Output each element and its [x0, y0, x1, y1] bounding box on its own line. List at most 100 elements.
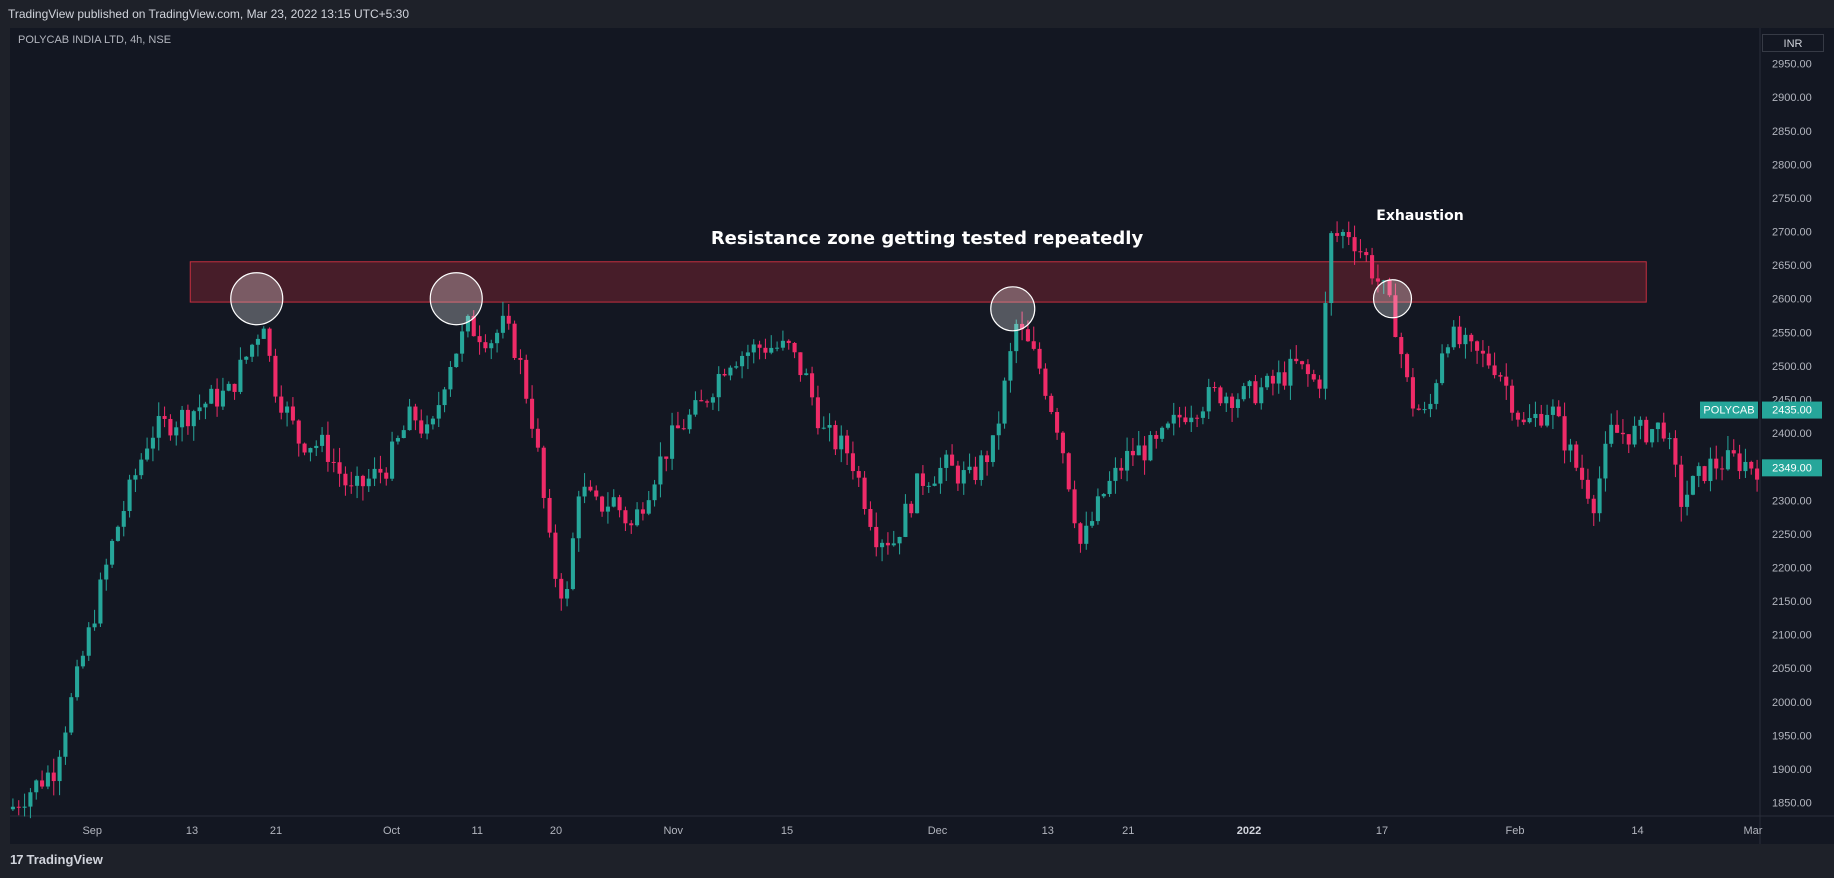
candle-body: [390, 441, 395, 479]
candle-body: [51, 772, 56, 782]
candle-body: [1340, 231, 1345, 236]
test-circle[interactable]: [990, 286, 1036, 332]
candle-body: [745, 352, 750, 356]
candle-body: [1638, 419, 1643, 426]
candle-body: [495, 332, 500, 344]
y-tick-label: 1950.00: [1772, 730, 1812, 742]
candle-body: [728, 367, 733, 376]
candle-body: [40, 780, 45, 787]
resistance-annotation[interactable]: Resistance zone getting tested repeatedl…: [711, 228, 1144, 249]
x-tick-label: 2022: [1237, 825, 1261, 837]
candle-body: [547, 497, 552, 533]
candle-body: [827, 425, 832, 428]
test-circle[interactable]: [230, 272, 284, 326]
candle-body: [530, 398, 535, 429]
candle-body: [880, 542, 885, 548]
candle-body: [355, 475, 360, 486]
candle-body: [1550, 406, 1555, 415]
candle-body: [1200, 411, 1205, 418]
currency-button[interactable]: INR: [1762, 34, 1824, 52]
candle-body: [1434, 383, 1439, 404]
candle-body: [1125, 450, 1130, 471]
candle-body: [1731, 450, 1736, 454]
candle-body: [1171, 414, 1176, 424]
tradingview-logo[interactable]: 17 TradingView: [10, 852, 103, 867]
candle-body: [518, 357, 523, 360]
test-circle[interactable]: [1372, 279, 1413, 319]
candle-body: [1294, 358, 1299, 362]
candle-body: [45, 772, 50, 787]
candle-body: [961, 470, 966, 484]
x-tick-label: 21: [270, 825, 282, 837]
candle-body: [1282, 372, 1287, 386]
test-circle[interactable]: [429, 272, 483, 326]
candle-body: [1463, 334, 1468, 345]
candle-body: [483, 342, 488, 349]
candle-body: [804, 373, 809, 376]
candle-body: [1136, 445, 1141, 456]
y-tick-label: 2000.00: [1772, 697, 1812, 709]
candle-body: [1031, 341, 1036, 349]
x-tick-label: Feb: [1506, 825, 1525, 837]
candle-body: [1060, 432, 1065, 454]
resistance-zone[interactable]: [189, 261, 1647, 303]
candle-body: [1078, 523, 1083, 544]
candle-body: [1020, 323, 1025, 330]
y-tick-label: 2750.00: [1772, 193, 1812, 205]
candle-body: [1317, 379, 1322, 389]
candle-body: [1504, 376, 1509, 386]
candle-body: [845, 435, 850, 454]
candle-body: [378, 468, 383, 473]
candle-body: [250, 344, 255, 357]
footer-bar: 17 TradingView: [0, 844, 1834, 878]
candle-body: [1305, 364, 1310, 375]
candle-body: [594, 490, 599, 497]
candle-body: [337, 462, 342, 474]
candle-body: [716, 373, 721, 398]
candle-body: [1346, 231, 1351, 238]
candle-body: [979, 455, 984, 481]
candle-body: [821, 427, 826, 429]
candle-body: [1224, 396, 1229, 404]
candle-body: [302, 443, 307, 453]
candle-body: [489, 343, 494, 349]
candle-body: [1492, 365, 1497, 376]
candle-body: [1364, 252, 1369, 256]
candle-body: [559, 578, 564, 599]
candle-body: [215, 388, 220, 407]
candle-body: [174, 427, 179, 436]
candle-body: [232, 383, 237, 392]
candle-body: [763, 347, 768, 353]
candle-body: [792, 342, 797, 353]
candle-body: [360, 475, 365, 487]
candle-body: [1661, 422, 1666, 439]
candle-body: [1580, 467, 1585, 480]
candle-body: [273, 355, 278, 397]
candle-body: [658, 456, 663, 485]
candle-body: [1597, 478, 1602, 514]
candle-body: [261, 328, 266, 339]
candle-body: [325, 434, 330, 462]
candle-body: [1206, 387, 1211, 412]
candle-body: [629, 523, 634, 526]
candle-body: [477, 336, 482, 343]
candle-body: [740, 355, 745, 367]
candle-body: [80, 655, 85, 667]
candle-body: [1615, 424, 1620, 433]
x-tick-label: 11: [472, 825, 483, 837]
candle-body: [209, 388, 214, 404]
tradingview-logo-text: TradingView: [26, 852, 103, 867]
candle-body: [1142, 445, 1147, 461]
candle-body: [1655, 422, 1660, 430]
candle-body: [150, 437, 155, 449]
candle-body: [576, 496, 581, 539]
candle-body: [535, 428, 540, 448]
chart-frame[interactable]: [10, 28, 1834, 844]
candle-body: [244, 356, 249, 360]
candle-body: [1690, 475, 1695, 495]
exhaustion-annotation[interactable]: Exhaustion: [1376, 208, 1463, 224]
candle-body: [541, 447, 546, 498]
y-tick-label: 2300.00: [1772, 495, 1812, 507]
x-tick-label: Oct: [383, 825, 400, 837]
